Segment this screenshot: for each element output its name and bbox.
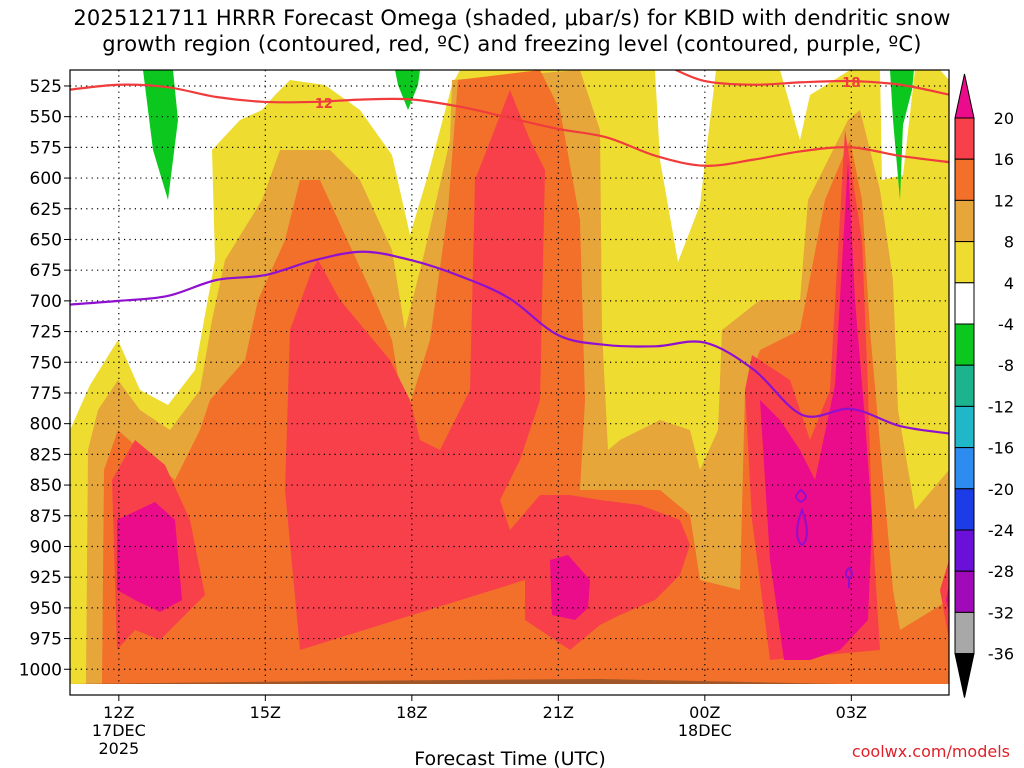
- omega-region: [143, 70, 178, 200]
- x-axis-label: Forecast Time (UTC): [414, 748, 605, 768]
- y-tick-label: 725: [30, 323, 62, 343]
- colorbar-segment: [954, 282, 975, 325]
- colorbar-tick-label: -12: [988, 397, 1014, 416]
- chart-title-line1: 2025121711 HRRR Forecast Omega (shaded, …: [73, 6, 951, 30]
- contour-labels: 12 18: [315, 76, 860, 112]
- y-tick-label: 775: [30, 384, 62, 404]
- y-tick-label: 950: [30, 599, 62, 619]
- x-tick-label: 18Z: [396, 703, 427, 722]
- grid-lines: [70, 70, 949, 684]
- colorbar-tick-label: -16: [988, 439, 1014, 458]
- x-tick-label: 03Z: [836, 703, 867, 722]
- axes: 525 550 575 600 625 650 675 700 725 750 775 800 825 8…: [19, 77, 867, 758]
- omega-shading: [70, 70, 949, 684]
- y-tick-label: 575: [30, 138, 62, 158]
- omega-region: [285, 90, 690, 650]
- plot-frame: [69, 69, 950, 696]
- omega-region: [760, 160, 872, 660]
- colorbar-tick-label: 20: [994, 109, 1014, 128]
- x-tick-sublabel: 17DEC: [92, 721, 146, 740]
- colorbar-tick-label: -20: [988, 480, 1014, 499]
- colorbar-segment: [954, 199, 975, 243]
- freezing-level-loop: [796, 507, 808, 547]
- x-tick-label: 21Z: [543, 703, 574, 722]
- colorbar-tick-label: -28: [988, 562, 1014, 581]
- contour-value-label: 12: [315, 97, 333, 112]
- colorbar-segment: [954, 241, 975, 284]
- y-tick-label: 700: [30, 292, 62, 312]
- omega-region: [940, 560, 949, 640]
- colorbar-tick-label: -4: [998, 315, 1014, 334]
- colorbar-segment: [954, 73, 975, 119]
- y-tick-label: 525: [30, 77, 62, 97]
- colorbar-segment: [954, 570, 975, 613]
- y-tick-label: 825: [30, 445, 62, 465]
- colorbar-segment: [954, 653, 975, 698]
- plot-area: 12 18: [69, 69, 950, 696]
- freezing-level-loop: [795, 488, 807, 504]
- x-tick-label: 00Z: [689, 703, 720, 722]
- x-tick-sublabel: 18DEC: [678, 721, 732, 740]
- colorbar: 20 16 12 8 4 -4 -8 -12 -16 -20 -24 -28 -32 -36: [954, 73, 1014, 698]
- colorbar-segment: [954, 117, 975, 160]
- x-tick-label: 12Z: [103, 703, 134, 722]
- omega-region: [946, 585, 949, 612]
- x-tick-sublabel: 2025: [98, 739, 139, 758]
- x-tick-label: 15Z: [250, 703, 281, 722]
- y-tick-label: 675: [30, 261, 62, 281]
- contour-lines: [70, 70, 949, 588]
- y-tick-label: 875: [30, 507, 62, 527]
- y-tick-label: 800: [30, 415, 62, 435]
- omega-region: [395, 70, 420, 110]
- y-tick-label: 625: [30, 200, 62, 220]
- credit-text: coolwx.com/models: [851, 742, 1010, 761]
- omega-region: [890, 70, 914, 200]
- colorbar-tick-label: -36: [988, 645, 1014, 664]
- y-tick-label: 550: [30, 108, 62, 128]
- y-tick-label: 900: [30, 537, 62, 557]
- colorbar-segment: [954, 447, 975, 490]
- colorbar-tick-label: 8: [1004, 233, 1014, 252]
- colorbar-segment: [954, 529, 975, 572]
- y-tick-label: 850: [30, 476, 62, 496]
- dgz-contour-minus18: [673, 70, 949, 96]
- contour-value-label: 18: [842, 76, 860, 91]
- y-tick-label: 650: [30, 230, 62, 250]
- colorbar-segment: [954, 405, 975, 449]
- freezing-level-contour: [70, 250, 949, 435]
- colorbar-segment: [954, 611, 975, 655]
- colorbar-tick-label: 12: [994, 191, 1014, 210]
- chart-title-line2: growth region (contoured, red, ºC) and f…: [102, 32, 922, 56]
- y-tick-label: 975: [30, 630, 62, 650]
- omega-region: [550, 555, 590, 620]
- freezing-level-loop: [845, 566, 853, 588]
- omega-region: [117, 502, 182, 612]
- colorbar-tick-label: -32: [988, 603, 1014, 622]
- y-tick-label: 1000: [19, 660, 62, 680]
- colorbar-segment: [954, 323, 975, 366]
- colorbar-segment: [954, 364, 975, 407]
- colorbar-tick-label: -24: [988, 521, 1014, 540]
- colorbar-segment: [954, 488, 975, 531]
- terrain-surface: [70, 679, 840, 684]
- dgz-contour-minus12: [70, 83, 949, 167]
- y-tick-label: 750: [30, 353, 62, 373]
- y-tick-label: 600: [30, 169, 62, 189]
- colorbar-tick-label: -8: [998, 356, 1014, 375]
- colorbar-tick-label: 4: [1004, 274, 1014, 293]
- colorbar-segment: [954, 158, 975, 201]
- colorbar-tick-label: 16: [994, 150, 1014, 169]
- y-tick-label: 925: [30, 568, 62, 588]
